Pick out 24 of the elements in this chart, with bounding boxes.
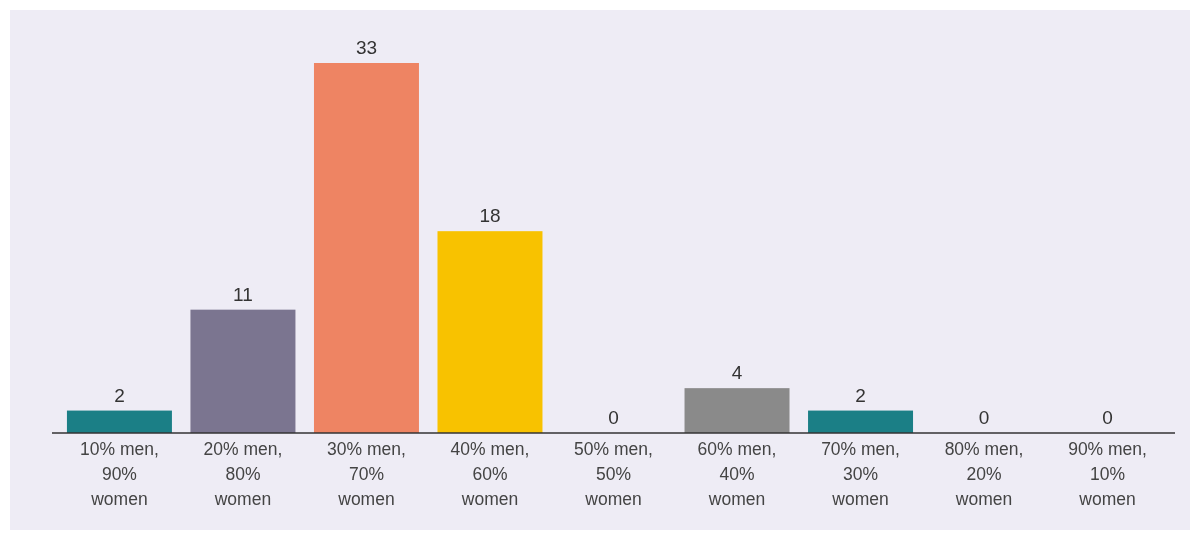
bar xyxy=(437,231,543,433)
bar xyxy=(66,410,172,433)
data-label: 0 xyxy=(608,407,619,428)
bar xyxy=(190,309,296,433)
x-tick-label: 20% men, 80% women xyxy=(203,439,283,509)
x-tick-label: 30% men, 70% women xyxy=(327,439,406,509)
bar xyxy=(313,63,419,433)
data-label: 2 xyxy=(855,384,866,406)
x-tick-label: 60% men, 40% women xyxy=(697,439,777,509)
data-label: 2 xyxy=(114,384,125,406)
data-label: 4 xyxy=(731,362,743,384)
x-tick-label: 40% men, 60% women xyxy=(450,439,530,509)
bar xyxy=(808,410,914,433)
data-label: 18 xyxy=(479,205,501,227)
data-label: 0 xyxy=(1102,407,1113,428)
x-tick-label: 50% men, 50% women xyxy=(574,439,653,509)
data-label: 11 xyxy=(233,283,253,305)
x-tick-label: 80% men, 20% women xyxy=(944,439,1024,509)
bar xyxy=(684,388,790,433)
x-tick-label: 90% men, 10% women xyxy=(1068,439,1147,509)
data-label: 0 xyxy=(978,407,990,428)
data-label: 33 xyxy=(355,37,378,58)
x-tick-label: 70% men, 30% women xyxy=(821,439,900,509)
x-tick-label: 10% men, 90% women xyxy=(80,439,159,509)
